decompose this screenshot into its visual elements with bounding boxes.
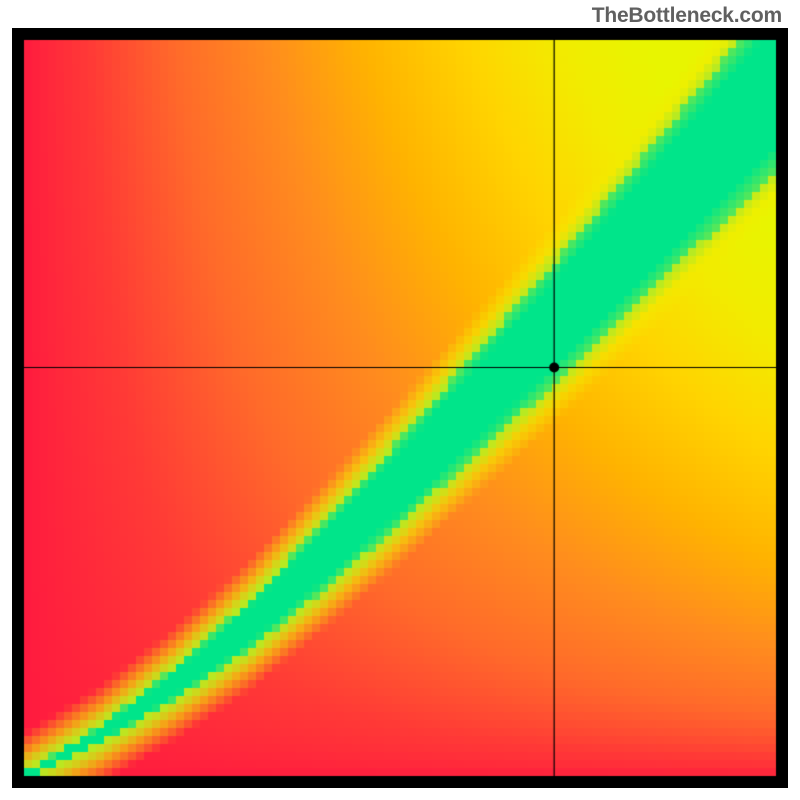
chart-container: TheBottleneck.com <box>0 0 800 800</box>
bottleneck-heatmap <box>12 28 788 788</box>
attribution-text: TheBottleneck.com <box>592 4 782 28</box>
